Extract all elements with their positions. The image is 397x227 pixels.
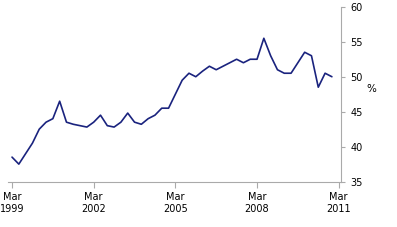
Y-axis label: %: % <box>366 84 376 94</box>
